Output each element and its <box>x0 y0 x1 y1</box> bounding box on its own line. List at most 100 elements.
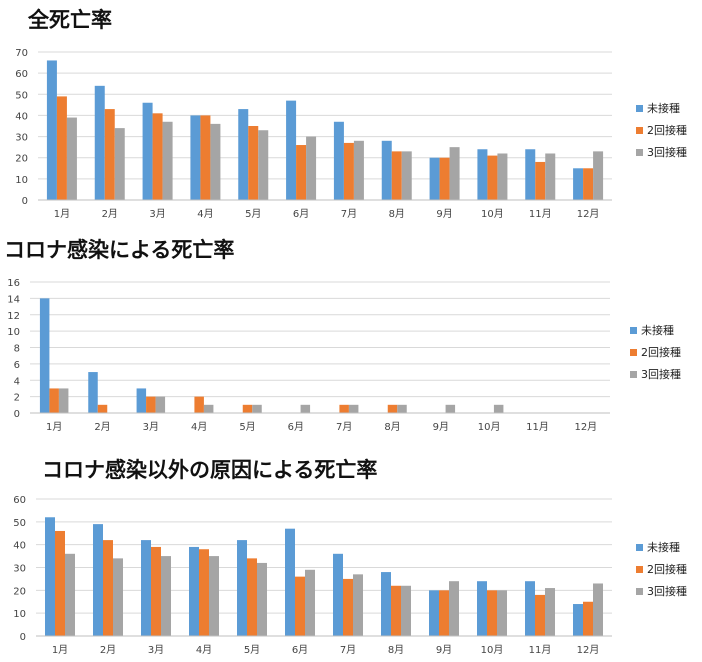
bar-three-doses <box>348 404 359 413</box>
x-tick-label: 9月 <box>433 421 449 433</box>
bar-three-doses <box>66 117 77 200</box>
bar-two-doses <box>199 549 209 636</box>
legend-swatch <box>636 127 643 134</box>
y-tick-label: 20 <box>15 154 28 165</box>
bar-three-doses <box>401 585 411 636</box>
bar-unvaccinated <box>142 102 153 200</box>
bar-unvaccinated <box>190 115 201 200</box>
legend-swatch <box>630 327 637 334</box>
x-tick-label: 7月 <box>340 644 356 656</box>
legend-swatch <box>630 349 637 356</box>
bar-two-doses <box>200 115 211 200</box>
x-tick-label: 12月 <box>577 644 600 656</box>
x-tick-label: 6月 <box>292 644 308 656</box>
x-tick-label: 4月 <box>196 644 212 656</box>
bar-unvaccinated <box>381 140 392 200</box>
bar-two-doses <box>387 404 398 413</box>
bar-unvaccinated <box>333 121 344 200</box>
y-tick-label: 8 <box>14 344 20 355</box>
bar-three-doses <box>397 404 407 413</box>
legend-label: 2回接種 <box>641 345 681 359</box>
bar-three-doses <box>401 151 412 200</box>
bar-two-doses <box>242 404 253 413</box>
bar-unvaccinated <box>525 149 536 200</box>
bar-three-doses <box>545 588 555 636</box>
bar-three-doses <box>58 388 69 413</box>
bar-two-doses <box>194 396 204 413</box>
x-tick-label: 6月 <box>288 421 304 433</box>
y-tick-label: 16 <box>7 278 20 289</box>
y-tick-label: 0 <box>14 409 20 420</box>
y-tick-label: 10 <box>15 175 28 186</box>
bar-two-doses <box>295 576 305 636</box>
bar-three-doses <box>203 404 214 413</box>
bar-three-doses <box>252 404 262 413</box>
chart-title-all-cause: 全死亡率 <box>28 8 112 32</box>
bar-two-doses <box>49 388 59 413</box>
bar-two-doses <box>247 558 257 636</box>
bar-three-doses <box>593 583 603 636</box>
legend-label: 未接種 <box>647 101 680 115</box>
x-tick-label: 8月 <box>389 208 405 220</box>
bar-two-doses <box>535 594 545 636</box>
bar-unvaccinated <box>46 60 57 201</box>
bar-three-doses <box>545 153 556 200</box>
bar-unvaccinated <box>39 298 50 413</box>
x-tick-label: 10月 <box>481 208 504 220</box>
chart-all-cause-mortality: 0 10 20 30 40 50 60 70 1月 2月 3月 4月 5月 6月 7月 8月 9月 10月 11月 1… <box>15 48 687 220</box>
bar-two-doses <box>439 157 450 200</box>
bar-two-doses <box>391 585 401 636</box>
y-tick-label: 14 <box>7 294 20 305</box>
bar-unvaccinated <box>136 388 147 413</box>
legend-label: 未接種 <box>647 540 680 554</box>
chart-title-non-covid: コロナ感染以外の原因による死亡率 <box>42 458 378 482</box>
x-tick-label: 10月 <box>478 421 501 433</box>
bar-three-doses <box>305 569 315 636</box>
legend-swatch <box>630 371 637 378</box>
legend-label: 3回接種 <box>647 584 687 598</box>
bar-two-doses <box>151 546 161 636</box>
bar-three-doses <box>114 128 125 200</box>
bar-two-doses <box>103 540 113 636</box>
x-tick-label: 4月 <box>191 421 207 433</box>
x-tick-label: 9月 <box>436 208 452 220</box>
y-tick-label: 4 <box>14 376 20 387</box>
x-tick-label: 3月 <box>148 644 164 656</box>
x-tick-label: 2月 <box>94 421 110 433</box>
x-tick-label: 6月 <box>293 208 309 220</box>
x-tick-label: 2月 <box>100 644 116 656</box>
bar-three-doses <box>449 581 459 636</box>
bar-two-doses <box>97 404 108 413</box>
bar-unvaccinated <box>238 109 249 200</box>
bar-unvaccinated <box>381 572 391 636</box>
legend-swatch <box>636 105 643 112</box>
bar-three-doses <box>353 140 364 200</box>
bar-unvaccinated <box>88 372 98 413</box>
chart-non-covid-mortality: 0 10 20 30 40 50 60 1月 2月 3月 4月 5月 6月 7月 8月 9月 10月 11月 12月… <box>13 495 687 656</box>
bar-unvaccinated <box>45 517 55 636</box>
x-tick-label: 1月 <box>54 208 70 220</box>
bar-two-doses <box>152 113 163 200</box>
bar-two-doses <box>56 96 67 200</box>
bar-unvaccinated <box>286 100 297 200</box>
bar-unvaccinated <box>477 149 488 200</box>
chart-covid-mortality: 0 2 4 6 8 10 12 14 16 1月 2月 3月 4月 5月 6月 7月 8月 9月 10月 11月 12月… <box>7 278 681 433</box>
bar-two-doses <box>339 404 349 413</box>
x-tick-label: 4月 <box>197 208 213 220</box>
x-tick-label: 3月 <box>143 421 159 433</box>
bar-two-doses <box>391 151 402 200</box>
x-tick-label: 7月 <box>336 421 352 433</box>
bar-three-doses <box>257 562 267 636</box>
x-tick-label: 3月 <box>149 208 165 220</box>
bar-three-doses <box>161 556 171 636</box>
bar-two-doses <box>487 590 497 636</box>
bar-unvaccinated <box>141 540 151 636</box>
y-tick-label: 40 <box>15 111 28 122</box>
bar-unvaccinated <box>93 524 103 636</box>
x-tick-label: 8月 <box>384 421 400 433</box>
legend-label: 2回接種 <box>647 562 687 576</box>
legend-label: 3回接種 <box>641 367 681 381</box>
bar-three-doses <box>497 590 507 636</box>
bar-two-doses <box>343 578 353 636</box>
y-tick-label: 30 <box>13 564 26 575</box>
